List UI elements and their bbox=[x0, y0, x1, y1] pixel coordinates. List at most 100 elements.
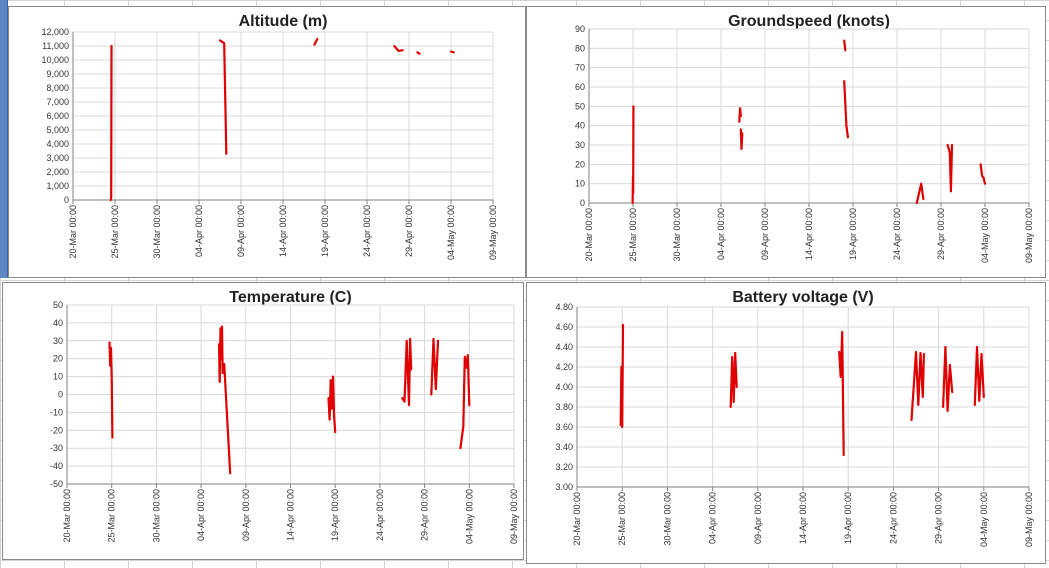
battery-voltage-series-segment bbox=[838, 330, 845, 457]
temperature-x-tick-label: 24-Apr 00:00 bbox=[375, 489, 385, 541]
altitude-series-segment bbox=[416, 51, 421, 55]
groundspeed-x-tick-label: 19-Apr 00:00 bbox=[848, 208, 858, 260]
battery-voltage-x-tick-label: 04-Apr 00:00 bbox=[708, 492, 718, 544]
altitude-y-tick-label: 2,000 bbox=[46, 167, 69, 177]
battery-voltage-x-tick-label: 09-May 00:00 bbox=[1024, 492, 1034, 547]
groundspeed-y-tick-label: 40 bbox=[575, 121, 585, 131]
row-selector-bar bbox=[0, 0, 8, 278]
temperature-y-tick-label: 10 bbox=[53, 372, 63, 382]
groundspeed-chart-svg: Groundspeed (knots) 0 10 20 30 40 50 60 70 80 90 20… bbox=[575, 13, 1034, 263]
altitude-y-tick-label: 10,000 bbox=[41, 55, 69, 65]
temperature-series-segment bbox=[401, 337, 413, 407]
altitude-series-segment bbox=[313, 37, 319, 46]
temperature-x-tick-label: 04-May 00:00 bbox=[464, 489, 474, 544]
temperature-y-tick-label: 40 bbox=[53, 318, 63, 328]
groundspeed-series-segment bbox=[915, 182, 925, 205]
altitude-x-tick-label: 24-Apr 00:00 bbox=[362, 205, 372, 257]
altitude-x-tick-label: 14-Apr 00:00 bbox=[278, 205, 288, 257]
battery-voltage-x-tick-label: 25-Mar 00:00 bbox=[617, 492, 627, 546]
groundspeed-series-segment bbox=[843, 80, 849, 139]
battery-voltage-y-tick-label: 3.00 bbox=[555, 482, 573, 492]
altitude-x-tick-label: 19-Apr 00:00 bbox=[320, 205, 330, 257]
temperature-y-tick-label: -20 bbox=[50, 425, 63, 435]
groundspeed-series-segment bbox=[946, 143, 954, 193]
temperature-x-tick-label: 19-Apr 00:00 bbox=[330, 489, 340, 541]
battery-voltage-series-segment bbox=[942, 345, 954, 413]
altitude-y-tick-label: 3,000 bbox=[46, 153, 69, 163]
battery-voltage-chart-svg: Battery voltage (V) 3.00 3.20 3.40 3.60 3.80 4… bbox=[555, 289, 1034, 547]
temperature-y-tick-label: -50 bbox=[50, 479, 63, 489]
battery-voltage-x-tick-label: 24-Apr 00:00 bbox=[888, 492, 898, 544]
temperature-x-tick-label: 09-Apr 00:00 bbox=[241, 489, 251, 541]
altitude-x-tick-label: 09-Apr 00:00 bbox=[236, 205, 246, 257]
altitude-y-tick-label: 12,000 bbox=[41, 27, 69, 37]
altitude-chart[interactable]: Altitude (m) 0 1,000 2,000 3,000 4,000 5,000 6,… bbox=[8, 6, 526, 278]
battery-voltage-x-tick-label: 29-Apr 00:00 bbox=[934, 492, 944, 544]
altitude-x-tick-label: 04-May 00:00 bbox=[446, 205, 456, 260]
battery-voltage-series-segment bbox=[619, 323, 625, 429]
temperature-x-tick-label: 14-Apr 00:00 bbox=[286, 489, 296, 541]
altitude-y-tick-label: 6,000 bbox=[46, 111, 69, 121]
groundspeed-title: Groundspeed (knots) bbox=[728, 13, 890, 30]
altitude-x-tick-label: 25-Mar 00:00 bbox=[110, 205, 120, 259]
battery-voltage-series-segment bbox=[910, 350, 925, 422]
temperature-chart-svg: Temperature (C) -50 -40 -30 -20 -10 0 10 20 30 40 5… bbox=[50, 289, 519, 544]
temperature-y-tick-label: -10 bbox=[50, 407, 63, 417]
altitude-y-tick-label: 5,000 bbox=[46, 125, 69, 135]
groundspeed-series-segment bbox=[738, 107, 742, 123]
altitude-y-tick-label: 1,000 bbox=[46, 181, 69, 191]
battery-voltage-x-tick-label: 30-Mar 00:00 bbox=[662, 492, 672, 546]
temperature-series-segment bbox=[459, 353, 471, 450]
temperature-chart[interactable]: Temperature (C) -50 -40 -30 -20 -10 0 10 20 30 40 5… bbox=[2, 282, 524, 560]
altitude-y-tick-label: 4,000 bbox=[46, 139, 69, 149]
altitude-series-segment bbox=[218, 39, 228, 155]
battery-voltage-chart[interactable]: Battery voltage (V) 3.00 3.20 3.40 3.60 3.80 4… bbox=[526, 282, 1046, 564]
battery-voltage-x-tick-label: 04-May 00:00 bbox=[979, 492, 989, 547]
battery-voltage-y-tick-label: 3.60 bbox=[555, 422, 573, 432]
temperature-y-tick-label: 50 bbox=[53, 300, 63, 310]
battery-voltage-x-tick-label: 14-Apr 00:00 bbox=[798, 492, 808, 544]
temperature-title: Temperature (C) bbox=[229, 289, 351, 306]
battery-voltage-x-tick-label: 20-Mar 00:00 bbox=[572, 492, 582, 546]
temperature-x-tick-label: 30-Mar 00:00 bbox=[151, 489, 161, 543]
altitude-series-segment bbox=[393, 44, 404, 53]
temperature-y-tick-label: 0 bbox=[58, 390, 63, 400]
altitude-y-tick-label: 8,000 bbox=[46, 83, 69, 93]
altitude-x-tick-label: 29-Apr 00:00 bbox=[404, 205, 414, 257]
groundspeed-x-tick-label: 29-Apr 00:00 bbox=[936, 208, 946, 260]
groundspeed-chart[interactable]: Groundspeed (knots) 0 10 20 30 40 50 60 70 80 90 20… bbox=[526, 6, 1046, 278]
battery-voltage-y-tick-label: 4.80 bbox=[555, 302, 573, 312]
battery-voltage-y-tick-label: 4.20 bbox=[555, 362, 573, 372]
temperature-x-tick-label: 29-Apr 00:00 bbox=[420, 489, 430, 541]
temperature-series-segment bbox=[108, 341, 114, 439]
groundspeed-x-tick-label: 25-Mar 00:00 bbox=[628, 208, 638, 262]
groundspeed-y-tick-label: 70 bbox=[575, 63, 585, 73]
groundspeed-y-tick-label: 90 bbox=[575, 24, 585, 34]
battery-voltage-y-tick-label: 4.40 bbox=[555, 342, 573, 352]
battery-voltage-y-tick-label: 3.20 bbox=[555, 462, 573, 472]
groundspeed-x-tick-label: 09-Apr 00:00 bbox=[760, 208, 770, 260]
temperature-x-tick-label: 09-May 00:00 bbox=[509, 489, 519, 544]
altitude-x-tick-label: 30-Mar 00:00 bbox=[152, 205, 162, 259]
altitude-x-tick-label: 09-May 00:00 bbox=[488, 205, 498, 260]
groundspeed-y-tick-label: 0 bbox=[580, 198, 585, 208]
groundspeed-series-segment bbox=[631, 105, 635, 205]
battery-voltage-x-tick-label: 19-Apr 00:00 bbox=[843, 492, 853, 544]
groundspeed-y-tick-label: 20 bbox=[575, 159, 585, 169]
altitude-title: Altitude (m) bbox=[239, 13, 328, 30]
groundspeed-x-tick-label: 14-Apr 00:00 bbox=[804, 208, 814, 260]
altitude-x-tick-label: 20-Mar 00:00 bbox=[68, 205, 78, 259]
groundspeed-series-segment bbox=[739, 128, 744, 150]
groundspeed-y-tick-label: 80 bbox=[575, 43, 585, 53]
groundspeed-y-tick-label: 60 bbox=[575, 82, 585, 92]
altitude-x-tick-label: 04-Apr 00:00 bbox=[194, 205, 204, 257]
battery-voltage-x-tick-label: 09-Apr 00:00 bbox=[753, 492, 763, 544]
temperature-x-tick-label: 25-Mar 00:00 bbox=[107, 489, 117, 543]
battery-voltage-y-tick-label: 3.80 bbox=[555, 402, 573, 412]
temperature-series-segment bbox=[327, 375, 337, 434]
temperature-y-tick-label: -30 bbox=[50, 443, 63, 453]
battery-voltage-title: Battery voltage (V) bbox=[732, 289, 873, 306]
groundspeed-y-tick-label: 50 bbox=[575, 101, 585, 111]
temperature-y-tick-label: 20 bbox=[53, 354, 63, 364]
groundspeed-x-tick-label: 04-Apr 00:00 bbox=[716, 208, 726, 260]
